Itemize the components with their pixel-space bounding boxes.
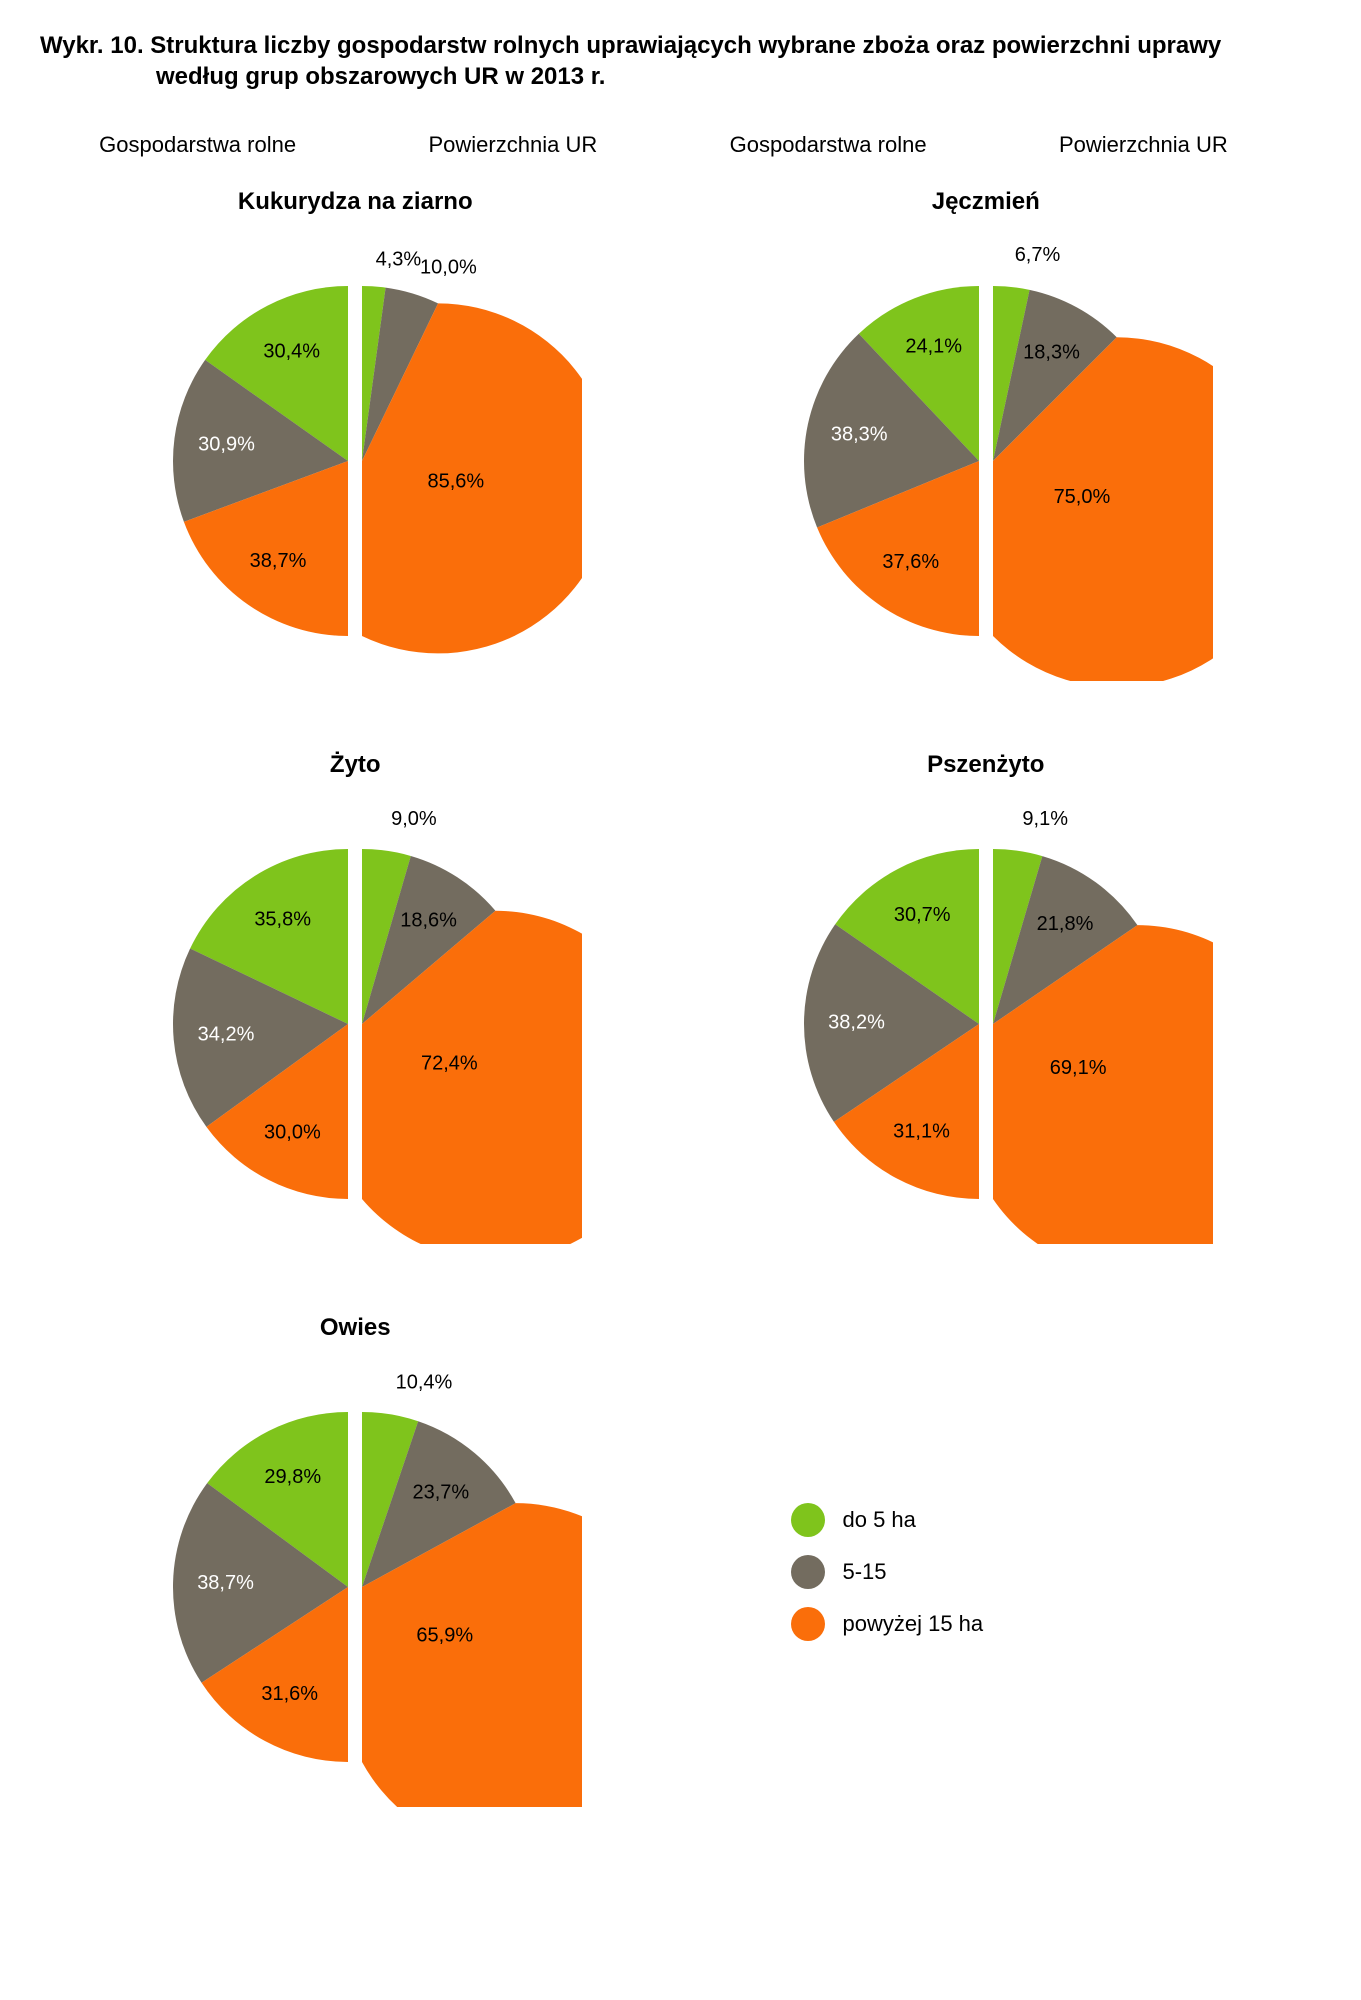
header-powierzchnia-right: Powierzchnia UR	[986, 132, 1301, 158]
pie-slice-label: 38,2%	[828, 1012, 885, 1034]
column-headers-row: Gospodarstwa rolne Powierzchnia UR Gospo…	[40, 132, 1301, 158]
header-powierzchnia-left: Powierzchnia UR	[355, 132, 670, 158]
pie-slice-label: 29,8%	[265, 1466, 322, 1488]
chart-main-title: Wykr. 10. Struktura liczby gospodarstw r…	[40, 30, 1301, 92]
pie-pair: 30,4% 30,9% 38,7% 4,3%10,0% 85,6%	[128, 241, 582, 681]
charts-grid: Kukurydza na ziarno30,4%30,9%38,7%4,3%10…	[40, 188, 1301, 1877]
legend-label: powyżej 15 ha	[843, 1611, 984, 1637]
legend: do 5 ha 5-15 powyżej 15 ha	[791, 1503, 984, 1659]
pie-slice-label: 34,2%	[198, 1024, 255, 1046]
pie-right-half: 10,4% 23,7% 65,9%	[362, 1367, 582, 1807]
pie-right-half: 6,7% 18,3% 75,0%	[993, 241, 1213, 681]
pie-slice-label: 30,9%	[198, 434, 255, 456]
pie-right-half: 9,0% 18,6% 72,4%	[362, 804, 582, 1244]
pie-slice-label: 18,6%	[401, 910, 458, 932]
pie-pair: 35,8% 34,2% 30,0% 9,0% 18,6% 72,4%	[128, 804, 582, 1244]
header-gospodarstwa-right: Gospodarstwa rolne	[671, 132, 986, 158]
legend-row: do 5 ha	[791, 1503, 984, 1537]
pie-left-half: 24,1% 38,3% 37,6%	[759, 241, 979, 681]
pie-slice-label: 6,7%	[1014, 244, 1060, 266]
chart-subtitle: Owies	[320, 1314, 391, 1342]
pie-slice-label: 31,6%	[262, 1683, 319, 1705]
pie-slice-label: 31,1%	[893, 1121, 950, 1143]
legend-row: powyżej 15 ha	[791, 1607, 984, 1641]
pie-slice-label: 69,1%	[1050, 1058, 1107, 1080]
pie-slice-label: 30,7%	[894, 904, 951, 926]
pie-slice-label: 23,7%	[413, 1482, 470, 1504]
legend-swatch	[791, 1555, 825, 1589]
pie-slice-label: 38,7%	[250, 550, 307, 572]
pie-slice-label: 35,8%	[255, 909, 312, 931]
header-gospodarstwa-left: Gospodarstwa rolne	[40, 132, 355, 158]
legend-row: 5-15	[791, 1555, 984, 1589]
chart-cell: Pszenżyto 30,7% 38,2% 31,1% 9,1% 21,8% 69,1%	[671, 751, 1302, 1244]
pie-right-half: 9,1% 21,8% 69,1%	[993, 804, 1213, 1244]
pie-left-half: 30,4% 30,9% 38,7%	[128, 241, 348, 681]
chart-subtitle: Pszenżyto	[927, 751, 1044, 779]
pie-left-half: 35,8% 34,2% 30,0%	[128, 804, 348, 1244]
pie-slice-label: 72,4%	[421, 1053, 478, 1075]
legend-swatch	[791, 1503, 825, 1537]
pie-slice-label: 30,4%	[264, 341, 321, 363]
chart-subtitle: Żyto	[330, 751, 381, 779]
pie-pair: 29,8% 38,7% 31,6% 10,4% 23,7% 65,9%	[128, 1367, 582, 1807]
pie-pair: 30,7% 38,2% 31,1% 9,1% 21,8% 69,1%	[759, 804, 1213, 1244]
pie-left-half: 30,7% 38,2% 31,1%	[759, 804, 979, 1244]
pie-left-half: 29,8% 38,7% 31,6%	[128, 1367, 348, 1807]
chart-subtitle: Kukurydza na ziarno	[238, 188, 473, 216]
pie-slice-label: 38,7%	[197, 1572, 254, 1594]
pie-slice-label: 18,3%	[1023, 342, 1080, 364]
title-line-1: Wykr. 10. Struktura liczby gospodarstw r…	[40, 32, 1221, 59]
legend-swatch	[791, 1607, 825, 1641]
chart-cell: Owies 29,8% 38,7% 31,6% 10,4% 23,7% 65,9%	[40, 1314, 671, 1807]
chart-cell: Kukurydza na ziarno 30,4% 30,9% 38,7% 4,3%10…	[40, 188, 671, 681]
pie-slice-label: 9,0%	[391, 808, 437, 830]
pie-right-half: 4,3%10,0% 85,6%	[362, 241, 582, 681]
pie-slice-label: 9,1%	[1022, 808, 1068, 830]
pie-slice-label: 30,0%	[264, 1122, 321, 1144]
pie-slice-label: 75,0%	[1053, 486, 1110, 508]
pie-slice-label: 37,6%	[882, 551, 939, 573]
chart-cell: Jęczmień 24,1% 38,3% 37,6% 6,7% 18,3% 75,0%	[671, 188, 1302, 681]
title-line-2: według grup obszarowych UR w 2013 r.	[40, 63, 605, 90]
pie-slice-label: 65,9%	[417, 1625, 474, 1647]
legend-cell: do 5 ha 5-15 powyżej 15 ha	[671, 1314, 1302, 1807]
pie-slice-label: 24,1%	[905, 336, 962, 358]
pie-slice-label: 21,8%	[1036, 914, 1093, 936]
pie-slice-label: 85,6%	[428, 471, 485, 493]
pie-slice-label: 38,3%	[831, 424, 888, 446]
pie-slice-label: 10,0%	[420, 257, 477, 279]
chart-subtitle: Jęczmień	[932, 188, 1040, 216]
legend-label: 5-15	[843, 1559, 887, 1585]
pie-pair: 24,1% 38,3% 37,6% 6,7% 18,3% 75,0%	[759, 241, 1213, 681]
legend-label: do 5 ha	[843, 1507, 916, 1533]
pie-slice-label: 10,4%	[396, 1372, 453, 1394]
chart-cell: Żyto 35,8% 34,2% 30,0% 9,0% 18,6% 72,4%	[40, 751, 671, 1244]
pie-slice-label: 4,3%	[376, 249, 422, 271]
